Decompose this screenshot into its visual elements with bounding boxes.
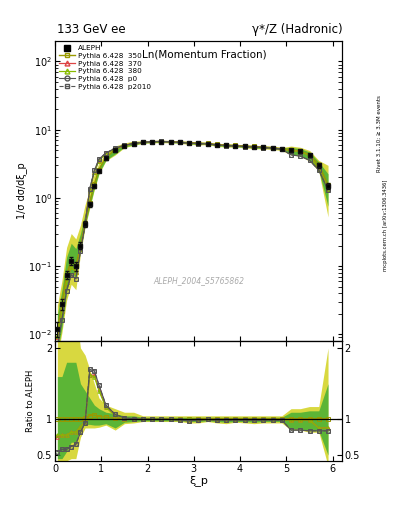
Text: ALEPH_2004_S5765862: ALEPH_2004_S5765862 [153, 276, 244, 285]
Y-axis label: 1/σ dσ/dξ_p: 1/σ dσ/dξ_p [16, 162, 27, 219]
Text: Rivet 3.1.10; ≥ 3.3M events: Rivet 3.1.10; ≥ 3.3M events [377, 95, 382, 172]
Text: mcplots.cern.ch [arXiv:1306.3436]: mcplots.cern.ch [arXiv:1306.3436] [383, 180, 387, 271]
X-axis label: ξ_p: ξ_p [189, 475, 208, 486]
Text: Ln(Momentum Fraction): Ln(Momentum Fraction) [142, 50, 266, 60]
Y-axis label: Ratio to ALEPH: Ratio to ALEPH [26, 370, 35, 432]
Text: γ*/Z (Hadronic): γ*/Z (Hadronic) [252, 23, 343, 35]
Text: 133 GeV ee: 133 GeV ee [57, 23, 126, 35]
Legend: ALEPH, Pythia 6.428  350, Pythia 6.428  370, Pythia 6.428  380, Pythia 6.428  p0: ALEPH, Pythia 6.428 350, Pythia 6.428 37… [58, 44, 152, 91]
